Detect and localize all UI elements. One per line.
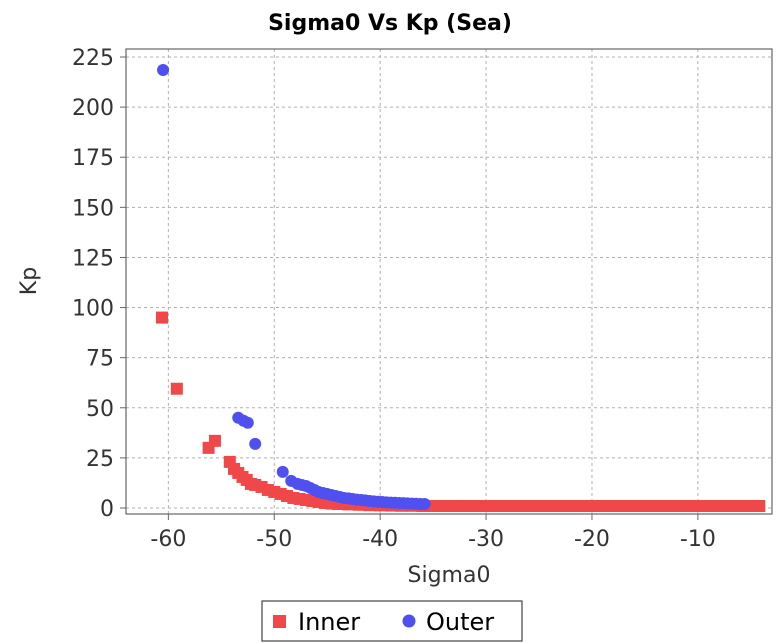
data-point-inner xyxy=(628,499,641,512)
data-point-inner xyxy=(691,499,704,512)
data-point-inner xyxy=(596,499,609,512)
data-point-inner xyxy=(458,499,471,512)
data-point-inner xyxy=(448,499,461,512)
data-point-inner xyxy=(702,499,715,512)
points-layer xyxy=(156,64,766,512)
data-point-inner xyxy=(564,499,577,512)
x-axis-label: Sigma0 xyxy=(408,563,491,588)
series-outer xyxy=(157,64,431,510)
data-point-inner xyxy=(511,499,524,512)
data-point-inner xyxy=(670,499,683,512)
data-point-inner xyxy=(617,499,630,512)
data-point-inner xyxy=(681,499,694,512)
data-point-outer xyxy=(276,465,289,478)
x-tick-label: -30 xyxy=(468,527,504,552)
y-tick-label: 50 xyxy=(86,397,114,422)
y-tick-label: 200 xyxy=(72,96,114,121)
data-point-inner xyxy=(533,499,546,512)
data-point-inner xyxy=(723,499,736,512)
data-point-inner xyxy=(255,480,268,493)
x-tick-label: -20 xyxy=(574,527,610,552)
x-tick-label: -40 xyxy=(362,527,398,552)
y-axis-label: Kp xyxy=(17,267,42,295)
data-point-inner xyxy=(469,499,482,512)
y-tick-label: 25 xyxy=(86,447,114,472)
x-tick-label: -50 xyxy=(256,527,292,552)
y-tick-label: 150 xyxy=(72,196,114,221)
data-point-inner xyxy=(660,499,673,512)
y-tick-label: 125 xyxy=(72,246,114,271)
data-point-inner xyxy=(156,311,169,324)
data-point-outer xyxy=(249,437,262,450)
data-point-inner xyxy=(649,499,662,512)
data-point-outer xyxy=(157,64,170,77)
data-point-inner xyxy=(543,499,556,512)
legend-outer-marker xyxy=(402,614,416,628)
data-point-inner xyxy=(522,499,535,512)
data-point-inner xyxy=(480,499,493,512)
x-tick-label: -10 xyxy=(680,527,716,552)
y-tick-label: 0 xyxy=(100,497,114,522)
data-point-inner xyxy=(575,499,588,512)
data-point-inner xyxy=(554,499,567,512)
data-point-inner xyxy=(170,382,183,395)
data-point-outer xyxy=(418,497,431,510)
y-tick-label: 75 xyxy=(86,347,114,372)
data-point-inner xyxy=(437,499,450,512)
x-tick-label: -60 xyxy=(150,527,186,552)
data-point-inner xyxy=(753,499,766,512)
data-point-inner xyxy=(208,434,221,447)
legend-frame xyxy=(261,600,523,642)
y-tick-label: 100 xyxy=(72,297,114,322)
data-point-inner xyxy=(638,499,651,512)
legend-inner-label: Inner xyxy=(298,608,360,636)
tick-layer: -60 -50 -40 -30 -20 -10 0 25 50 75 100 125 150 175 200… xyxy=(72,46,716,552)
y-tick-label: 175 xyxy=(72,146,114,171)
data-point-inner xyxy=(585,499,598,512)
data-point-inner xyxy=(734,499,747,512)
legend: Inner Outer xyxy=(261,600,523,642)
y-tick-label: 225 xyxy=(72,46,114,71)
legend-inner-marker xyxy=(273,615,286,628)
chart-title: Sigma0 Vs Kp (Sea) xyxy=(268,11,512,36)
data-point-inner xyxy=(501,499,514,512)
data-point-inner xyxy=(490,499,503,512)
plot-area xyxy=(126,49,772,514)
legend-outer-label: Outer xyxy=(426,608,494,636)
data-point-inner xyxy=(607,499,620,512)
plot-border xyxy=(125,48,773,515)
data-point-outer xyxy=(241,416,254,429)
data-point-inner xyxy=(713,499,726,512)
